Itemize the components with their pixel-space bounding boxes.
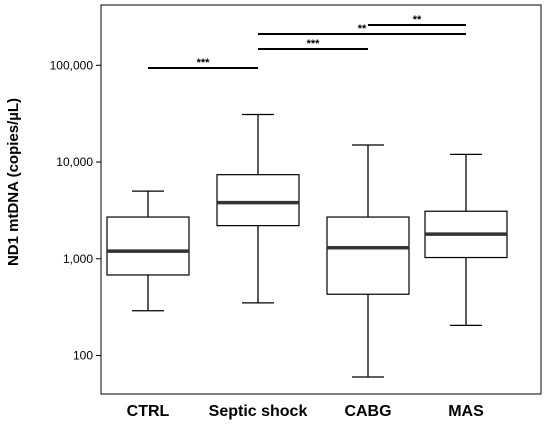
box-series bbox=[106, 113, 508, 378]
significance-bar: ** bbox=[368, 14, 466, 26]
x-tick-label: MAS bbox=[448, 403, 484, 420]
box-septic-shock bbox=[216, 113, 300, 304]
iqr-box bbox=[106, 216, 190, 276]
significance-bar: *** bbox=[258, 38, 368, 50]
box-ctrl bbox=[106, 190, 190, 312]
x-tick-label: CTRL bbox=[127, 403, 170, 420]
significance-bar: ** bbox=[258, 23, 466, 35]
significance-label: ** bbox=[358, 23, 367, 35]
y-tick-label: 10,000 bbox=[56, 155, 93, 169]
x-tick-label: CABG bbox=[344, 403, 391, 420]
iqr-box bbox=[326, 216, 410, 295]
y-tick-label: 1,000 bbox=[63, 252, 93, 266]
box-cabg bbox=[326, 144, 410, 378]
y-axis: 100 1,000 10,000 100,000 bbox=[50, 58, 101, 363]
significance-bars: ********** bbox=[148, 14, 466, 69]
significance-label: ** bbox=[413, 14, 422, 26]
x-tick-label: Septic shock bbox=[209, 403, 308, 420]
significance-bar: *** bbox=[148, 57, 258, 69]
x-axis: CTRL Septic shock CABG MAS bbox=[127, 403, 484, 420]
box-mas bbox=[424, 153, 508, 326]
significance-label: *** bbox=[307, 38, 321, 50]
significance-label: *** bbox=[197, 57, 211, 69]
y-tick-label: 100,000 bbox=[50, 58, 94, 72]
y-axis-title: ND1 mtDNA (copies/µL) bbox=[5, 98, 22, 266]
y-tick-label: 100 bbox=[73, 349, 93, 363]
iqr-box bbox=[216, 174, 300, 227]
plot-border bbox=[100, 4, 542, 395]
plot-frame bbox=[100, 4, 542, 395]
